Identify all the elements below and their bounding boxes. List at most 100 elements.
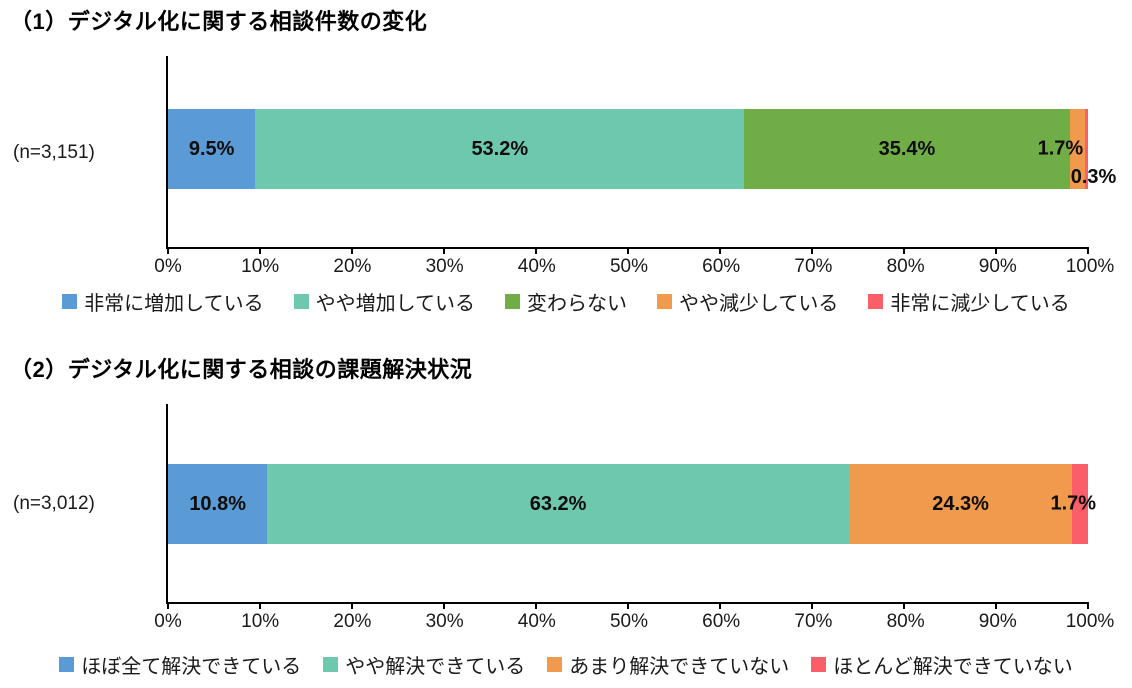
segment-value-label: 1.7% — [1050, 492, 1097, 515]
axis-tick — [903, 247, 905, 254]
axis-tick-label: 100% — [1065, 256, 1115, 277]
axis-tick-label: 50% — [609, 611, 649, 632]
axis-tick — [167, 602, 169, 609]
segment-value-label: 24.3% — [932, 492, 989, 515]
axis-tick-label: 40% — [517, 611, 556, 632]
axis-tick — [351, 602, 353, 609]
x-axis-tick-labels: 0% 10% 20% 30% 40% 50% 60% 70% 80% 90% 100% — [154, 604, 1114, 638]
bar-segment-2: 63.2% — [267, 464, 849, 544]
legend-swatch — [811, 657, 827, 672]
axis-tick — [811, 247, 813, 254]
axis-tick — [1087, 602, 1089, 609]
axis-tick — [443, 602, 445, 609]
axis-tick-label: 50% — [609, 256, 649, 277]
axis-tick — [535, 602, 537, 609]
bar-segment-5 — [1085, 109, 1088, 189]
axis-tick-label: 10% — [241, 256, 280, 277]
legend-swatch — [59, 657, 75, 672]
axis-tick-label: 0% — [154, 256, 182, 277]
axis-tick-label: 40% — [517, 256, 556, 277]
legend-item-2: やや解決できている — [323, 650, 525, 679]
axis-tick — [995, 602, 997, 609]
legend-item-label: やや増加している — [315, 293, 475, 315]
axis-tick-label: 10% — [241, 611, 280, 632]
chart-title: （1）デジタル化に関する相談件数の変化 — [10, 9, 428, 34]
bar-segment-1: 9.5% — [168, 109, 256, 189]
bar-segment-4 — [1069, 109, 1086, 189]
segment-value-label: 0.3% — [1070, 166, 1117, 188]
axis-tick-label: 60% — [702, 611, 741, 632]
axis-tick — [259, 602, 261, 609]
segment-value-label: 63.2% — [529, 492, 587, 515]
segment-value-label: 35.4% — [878, 137, 936, 160]
bar-segment-1: 10.8% — [168, 464, 268, 544]
chart-legend: ほぼ全て解決できている やや解決できている あまり解決できていない ほとんど解決できて… — [0, 650, 1132, 679]
legend-item-1: 非常に増加している — [62, 287, 264, 316]
axis-tick-label: 0% — [154, 611, 182, 632]
axis-tick-label: 90% — [978, 611, 1017, 632]
segment-value-label: 10.8% — [189, 492, 247, 515]
legend-swatch — [657, 294, 672, 309]
axis-tick — [903, 602, 905, 609]
legend-item-label: やや減少している — [679, 293, 839, 315]
chart-consultation-count-change: （1）デジタル化に関する相談件数の変化 (n=3,151) 9.5% 53.2% 3… — [0, 8, 1132, 316]
legend-item-label: 変わらない — [527, 293, 627, 315]
axis-tick — [259, 247, 261, 254]
axis-tick — [167, 247, 169, 254]
legend-item-label: やや解決できている — [345, 656, 526, 678]
axis-tick-label: 20% — [333, 256, 372, 277]
legend-swatch — [868, 294, 884, 309]
legend-item-label: ほぼ全て解決できている — [81, 656, 302, 678]
axis-tick — [627, 247, 629, 254]
axis-tick-label: 100% — [1065, 611, 1115, 632]
axis-tick — [351, 247, 353, 254]
legend-item-5: 非常に減少している — [868, 287, 1070, 316]
chart-consultation-resolution-status: （2）デジタル化に関する相談の課題解決状況 (n=3,012) 10.8% 63.… — [0, 356, 1132, 679]
legend-item-4: ほとんど解決できていない — [811, 650, 1073, 679]
legend-item-label: あまり解決できていない — [569, 656, 790, 678]
axis-tick-label: 20% — [333, 611, 372, 632]
axis-tick-label: 70% — [794, 611, 833, 632]
axis-tick — [443, 247, 445, 254]
stacked-bar: 10.8% 63.2% 24.3% 1.7% — [168, 464, 1096, 544]
legend-item-3: 変わらない — [505, 287, 627, 316]
axis-tick-label: 80% — [886, 256, 925, 277]
legend-swatch — [62, 294, 78, 309]
axis-tick-label: 30% — [425, 256, 464, 277]
plot-row: (n=3,012) 10.8% 63.2% 24.3% 1.7% — [0, 404, 1132, 609]
axis-tick — [627, 602, 629, 609]
axis-tick-label: 60% — [702, 256, 741, 277]
axis-tick — [719, 247, 721, 254]
bar-segment-2: 53.2% — [255, 109, 745, 189]
sample-size-label: (n=3,012) — [13, 493, 95, 514]
x-axis-tick-labels: 0% 10% 20% 30% 40% 50% 60% 70% 80% 90% 100% — [154, 249, 1114, 283]
legend-swatch — [323, 657, 339, 672]
bar-segment-3: 24.3% — [848, 464, 1073, 544]
legend-item-label: 非常に増加している — [84, 293, 264, 315]
segment-value-label: 1.7% — [1037, 137, 1084, 160]
legend-item-2: やや増加している — [293, 287, 475, 316]
axis-tick — [1087, 247, 1089, 254]
axis-tick — [995, 247, 997, 254]
plot-row: (n=3,151) 9.5% 53.2% 35.4% 1.7% 0.3% — [0, 56, 1132, 254]
bar-segment-3: 35.4% — [744, 109, 1070, 189]
legend-swatch — [547, 657, 563, 672]
axis-tick-label: 90% — [978, 256, 1017, 277]
stacked-bar: 9.5% 53.2% 35.4% 1.7% 0.3% — [168, 109, 1116, 189]
chart-legend: 非常に増加している やや増加している 変わらない やや減少している 非常に減少している — [0, 287, 1132, 316]
plot-area: 10.8% 63.2% 24.3% 1.7% — [166, 404, 1096, 609]
axis-tick-label: 80% — [886, 611, 925, 632]
axis-tick — [535, 247, 537, 254]
legend-swatch — [293, 294, 309, 309]
axis-tick-label: 30% — [425, 611, 464, 632]
legend-item-4: やや減少している — [657, 287, 838, 316]
legend-item-label: 非常に減少している — [890, 293, 1070, 315]
axis-tick — [811, 602, 813, 609]
legend-swatch — [505, 294, 520, 309]
legend-item-1: ほぼ全て解決できている — [59, 650, 301, 679]
plot-area: 9.5% 53.2% 35.4% 1.7% 0.3% — [166, 56, 1116, 254]
legend-item-3: あまり解決できていない — [547, 650, 789, 679]
axis-tick — [719, 602, 721, 609]
axis-tick-label: 70% — [794, 256, 833, 277]
